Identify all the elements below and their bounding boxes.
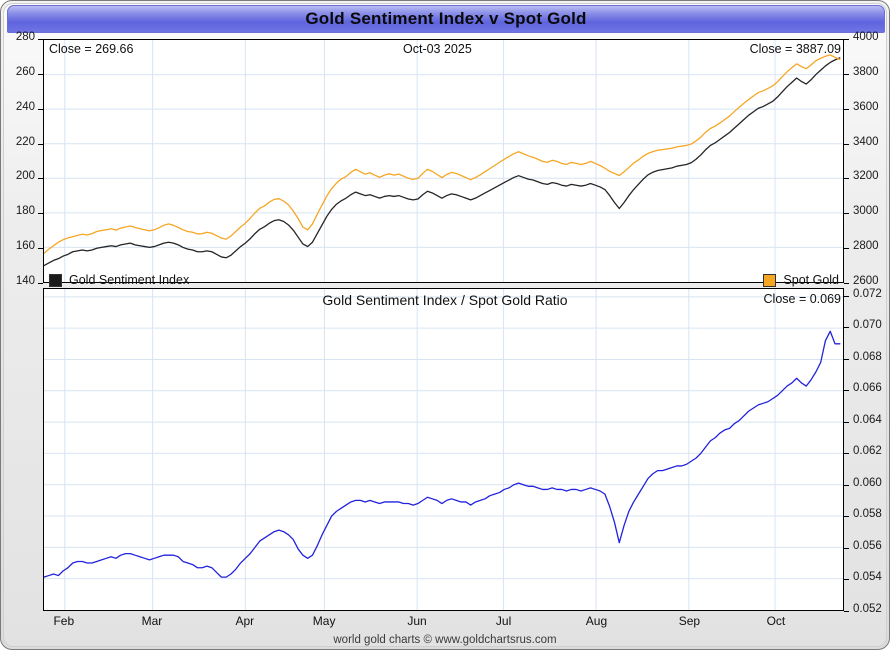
axis-tick-label: 0.056	[853, 539, 882, 552]
axis-tick-label: 3600	[853, 100, 879, 113]
chart-footer-credit: world gold charts © www.goldchartsrus.co…	[333, 634, 557, 646]
x-axis-tick-label: Sep	[678, 614, 701, 628]
axis-tick-label: 180	[15, 205, 35, 218]
axis-tick-mark	[844, 39, 849, 40]
axis-tick-label: 2800	[853, 240, 879, 253]
axis-tick-mark	[844, 547, 849, 549]
lower-chart-panel	[43, 288, 844, 611]
axis-tick-mark	[38, 178, 43, 180]
axis-tick-mark	[38, 213, 43, 215]
axis-tick-mark	[844, 421, 849, 423]
upper-chart-panel	[43, 39, 844, 283]
axis-tick-mark	[38, 39, 43, 40]
axis-tick-label: 0.062	[853, 445, 882, 458]
axis-tick-mark	[844, 108, 849, 110]
axis-tick-mark	[38, 108, 43, 110]
axis-tick-mark	[844, 453, 849, 455]
axis-tick-mark	[844, 516, 849, 518]
axis-tick-mark	[844, 611, 849, 612]
lower-grid	[44, 289, 843, 610]
axis-tick-mark	[844, 213, 849, 215]
upper-grid	[44, 40, 843, 282]
axis-tick-mark	[844, 143, 849, 145]
axis-tick-mark	[844, 484, 849, 486]
axis-tick-mark	[38, 143, 43, 145]
axis-tick-label: 2600	[853, 275, 879, 287]
legend-label-spot: Spot Gold	[783, 273, 839, 287]
x-axis-tick-label: Feb	[53, 614, 75, 628]
axis-tick-mark	[38, 248, 43, 250]
axis-tick-label: 0.058	[853, 508, 882, 521]
axis-tick-label: 3800	[853, 65, 879, 78]
axis-tick-mark	[844, 579, 849, 581]
upper-left-close-label: Close = 269.66	[49, 42, 134, 56]
axis-tick-label: 220	[15, 135, 35, 148]
axis-tick-label: 0.054	[853, 571, 882, 584]
lower-close-label: Close = 0.069	[763, 292, 841, 306]
chart-date-label: Oct-03 2025	[403, 42, 472, 56]
axis-tick-label: 3200	[853, 170, 879, 183]
axis-tick-mark	[844, 248, 849, 250]
axis-tick-label: 160	[15, 240, 35, 253]
upper-left-axis-ticks: 140 160 180 200 220 240 260 280	[1, 31, 43, 287]
axis-tick-label: 240	[15, 100, 35, 113]
upper-series-lines	[44, 54, 841, 267]
lower-right-axis-ticks: 0.052 0.054 0.056 0.058 0.060 0.062 0.064 0.066…	[844, 287, 889, 615]
axis-tick-label: 0.060	[853, 476, 882, 489]
axis-tick-mark	[844, 295, 849, 297]
axis-tick-mark	[844, 283, 849, 284]
axis-tick-label: 4000	[853, 31, 879, 43]
x-axis-tick-label: Oct	[766, 614, 786, 628]
axis-tick-label: 0.064	[853, 413, 882, 426]
legend-swatch-icon-gsi	[49, 273, 62, 287]
axis-tick-label: 0.066	[853, 382, 882, 395]
axis-tick-mark	[844, 358, 849, 360]
page-title: Gold Sentiment Index v Spot Gold	[305, 9, 587, 28]
x-axis-labels: Feb Mar Apr May Jun Jul Aug Sep Oct	[43, 614, 844, 636]
axis-tick-label: 0.072	[853, 287, 882, 300]
x-axis-tick-label: May	[312, 614, 336, 628]
legend-spot-gold: Spot Gold	[763, 273, 839, 287]
upper-right-close-label: Close = 3887.09	[749, 42, 841, 56]
axis-tick-label: 0.068	[853, 350, 882, 363]
axis-tick-mark	[844, 73, 849, 75]
lower-panel-title: Gold Sentiment Index / Spot Gold Ratio	[322, 292, 568, 308]
axis-tick-mark	[844, 390, 849, 392]
lower-series-lines	[44, 330, 841, 578]
x-axis-tick-label: Jun	[407, 614, 427, 628]
window-titlebar: Gold Sentiment Index v Spot Gold	[7, 5, 885, 33]
legend-label-gsi: Gold Sentiment Index	[69, 273, 190, 287]
x-axis-tick-label: Mar	[141, 614, 163, 628]
axis-tick-label: 3000	[853, 205, 879, 218]
axis-tick-mark	[38, 283, 43, 284]
axis-tick-label: 0.052	[853, 603, 882, 615]
axis-tick-label: 140	[15, 275, 35, 287]
axis-tick-label: 280	[15, 31, 35, 43]
legend-swatch-icon-spot	[763, 273, 777, 287]
x-axis-tick-label: Apr	[235, 614, 255, 628]
axis-tick-mark	[844, 178, 849, 180]
axis-tick-label: 260	[15, 65, 35, 78]
axis-tick-label: 3400	[853, 135, 879, 148]
legend-gold-sentiment-index: Gold Sentiment Index	[49, 273, 189, 287]
axis-tick-mark	[844, 327, 849, 329]
x-axis-tick-label: Aug	[585, 614, 608, 628]
upper-right-axis-ticks: 2600 2800 3000 3200 3400 3600 3800 4000	[844, 31, 889, 287]
x-axis-tick-label: Jul	[495, 614, 512, 628]
axis-tick-mark	[38, 73, 43, 75]
axis-tick-label: 200	[15, 170, 35, 183]
axis-tick-label: 0.070	[853, 319, 882, 332]
